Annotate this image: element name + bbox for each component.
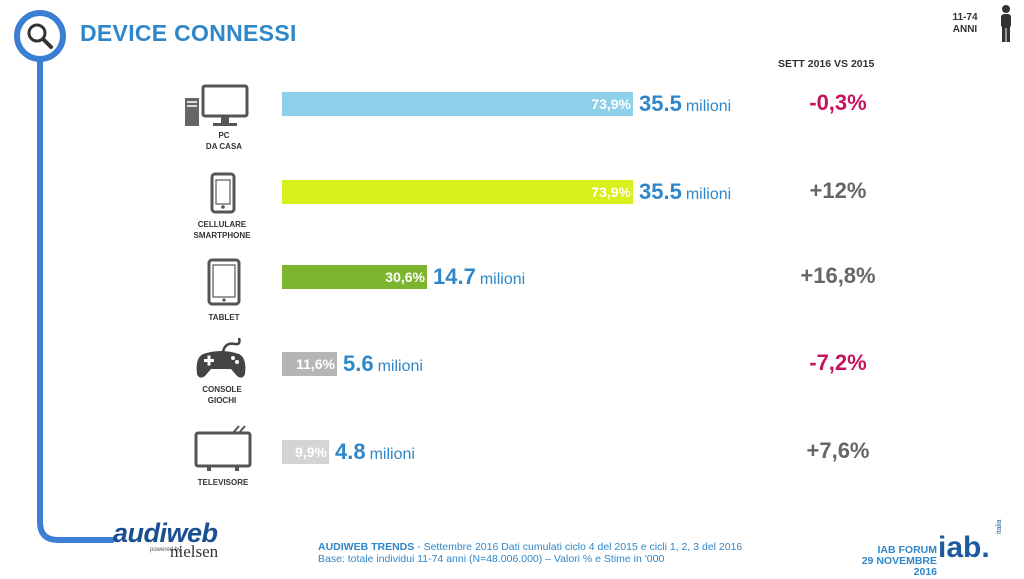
- bar: [282, 352, 337, 376]
- event-date: 29 NOVEMBRE 2016: [861, 555, 937, 578]
- bar: [282, 180, 633, 204]
- change-vs-2015: -0,3%: [809, 90, 867, 115]
- audiweb-logo: audiweb: [113, 518, 218, 548]
- device-label-line: GIOCHI: [207, 396, 237, 405]
- pc-icon: [185, 84, 249, 126]
- bar-unit-label: milioni: [685, 98, 732, 115]
- gamepad-icon: [196, 337, 246, 378]
- footer-source-line: AUDIWEB TRENDS - Settembre 2016 Dati cum…: [318, 541, 742, 553]
- device-label-tablet: TABLET: [179, 312, 269, 323]
- page-title: DEVICE CONNESSI: [80, 20, 297, 46]
- footer-source: AUDIWEB TRENDS - Settembre 2016 Dati cum…: [318, 541, 742, 565]
- bar-value-label: 4.8 milioni: [335, 439, 415, 464]
- change-vs-2015: +12%: [809, 178, 867, 203]
- device-label-line: TELEVISORE: [197, 478, 249, 487]
- device-label-tv: TELEVISORE: [178, 477, 268, 488]
- device-label-line: DA CASA: [205, 142, 243, 151]
- device-label-line: TABLET: [208, 313, 240, 322]
- device-label-line: CELLULARE: [197, 220, 247, 229]
- event-info: IAB FORUM 29 NOVEMBRE 2016: [842, 545, 937, 578]
- age-range: 11-74: [952, 12, 978, 23]
- column-header: SETT 2016 VS 2015: [778, 58, 875, 70]
- tv-icon: [194, 425, 252, 471]
- bar-unit-label: milioni: [369, 446, 415, 463]
- nielsen-logo: nielsen: [170, 542, 219, 561]
- bar-value-label: 35.5 milioni: [639, 91, 732, 116]
- bar-percent-label: 73,9%: [591, 184, 631, 200]
- event-name: IAB FORUM: [877, 544, 938, 556]
- tablet-icon: [207, 258, 241, 306]
- age-unit: ANNI: [952, 24, 978, 35]
- smartphone-icon: [210, 172, 236, 214]
- change-vs-2015: -7,2%: [809, 350, 867, 375]
- footer-base-line: Base: totale individui 11-74 anni (N=48.…: [318, 553, 665, 565]
- device-label-pc: PC DA CASA: [179, 130, 269, 152]
- bar-percent-label: 9,9%: [295, 444, 327, 460]
- bar-unit-label: milioni: [479, 271, 526, 288]
- footer-source-detail: - Settembre 2016 Dati cumulati ciclo 4 d…: [414, 541, 743, 553]
- bar-value-label: 14.7 milioni: [433, 264, 526, 289]
- bar: [282, 440, 329, 464]
- iab-logo: iab.: [938, 531, 990, 564]
- change-vs-2015: +7,6%: [806, 438, 870, 463]
- age-range-label: 11-74 ANNI: [940, 12, 990, 36]
- bar-unit-label: milioni: [685, 186, 732, 203]
- device-label-console: CONSOLE GIOCHI: [177, 384, 267, 406]
- bar-percent-label: 73,9%: [591, 96, 631, 112]
- device-label-line: PC: [218, 131, 230, 140]
- bar-value-label: 35.5 milioni: [639, 179, 732, 204]
- bar-percent-label: 11,6%: [296, 356, 335, 372]
- bar-value-label: 5.6 milioni: [343, 351, 423, 376]
- bar: [282, 265, 427, 289]
- bar-percent-label: 30,6%: [385, 269, 425, 285]
- device-label-line: CONSOLE: [202, 385, 242, 394]
- bar: [282, 92, 633, 116]
- change-vs-2015: +16,8%: [800, 263, 876, 288]
- search-icon: [27, 23, 53, 49]
- person-icon: [1001, 5, 1011, 42]
- device-label-smartphone: CELLULARE SMARTPHONE: [177, 219, 267, 241]
- powered-by-label: powered by: [150, 547, 182, 553]
- iab-logo-sub: italia: [996, 519, 1003, 534]
- device-label-line: SMARTPHONE: [193, 231, 251, 240]
- footer-source-title: AUDIWEB TRENDS: [318, 541, 415, 553]
- bar-unit-label: milioni: [377, 358, 423, 375]
